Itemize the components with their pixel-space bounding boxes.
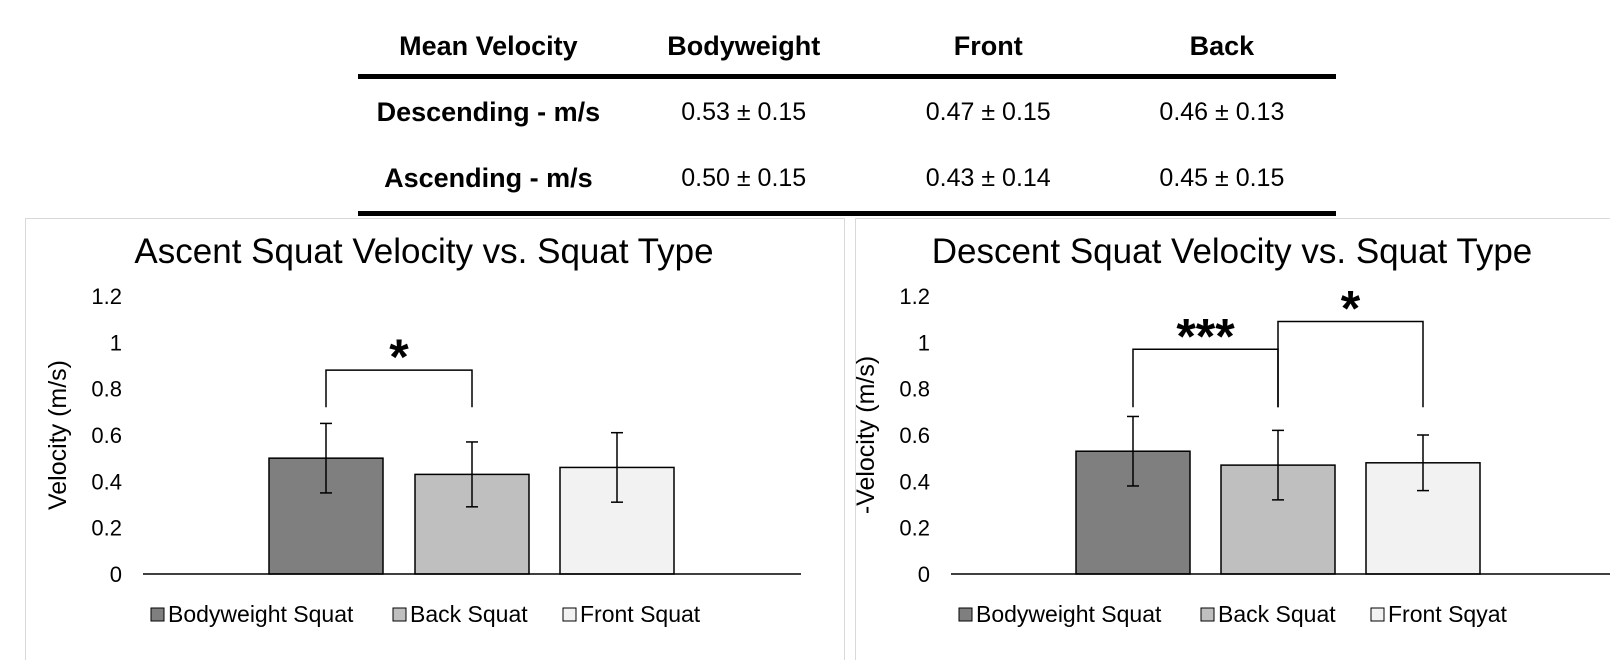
y-tick-label: 1.2 — [899, 284, 930, 309]
legend-label: Front Sqyat — [1388, 601, 1507, 627]
descent-velocity-chart: Descent Squat Velocity vs. Squat Type 0 0.… — [852, 232, 1610, 627]
legend-label: Back Squat — [1218, 601, 1336, 627]
table-cell: 0.53 ± 0.15 — [681, 97, 807, 126]
table-header-cell: Mean Velocity — [358, 18, 619, 79]
descent-chart-panel: Descent Squat Velocity vs. Squat Type 0 0.… — [852, 218, 1610, 660]
significance-label: *** — [1176, 308, 1235, 364]
table-header-row: Mean Velocity Bodyweight Front Back — [358, 18, 1336, 79]
table-row: Descending - m/s 0.53 ± 0.15 0.47 ± 0.15… — [358, 77, 1336, 146]
legend-label: Back Squat — [410, 601, 528, 627]
table-header-cell: Front — [868, 18, 1108, 79]
y-tick-label: 0.4 — [899, 469, 930, 494]
y-tick-label: 0.8 — [899, 377, 930, 402]
significance-label: * — [389, 329, 409, 385]
table-cell: 0.45 ± 0.15 — [1107, 145, 1336, 216]
legend-swatch — [958, 607, 973, 622]
significance-bracket — [1277, 320, 1424, 408]
table-row-label: Descending - m/s — [376, 96, 601, 127]
legend-label: Bodyweight Squat — [168, 601, 354, 627]
table-cell: 0.43 ± 0.14 — [868, 145, 1108, 216]
y-tick-label: 1 — [110, 330, 122, 355]
chart-title: Ascent Squat Velocity vs. Squat Type — [134, 232, 713, 271]
legend-label: Bodyweight Squat — [976, 601, 1162, 627]
y-tick-label: 1.2 — [91, 284, 122, 309]
legend-swatch — [150, 607, 165, 622]
y-tick-label: 0.8 — [91, 377, 122, 402]
significance-bracket — [325, 369, 473, 408]
ascent-velocity-chart: Ascent Squat Velocity vs. Squat Type 0 0.2… — [44, 232, 801, 627]
ascent-chart-panel: Ascent Squat Velocity vs. Squat Type 0 0.2… — [25, 218, 845, 660]
legend-label: Front Squat — [580, 601, 701, 627]
table-header-cell: Back — [1107, 18, 1336, 79]
y-tick-label: 1 — [918, 330, 930, 355]
significance-label: * — [1341, 280, 1361, 336]
y-tick-label: 0.6 — [899, 423, 930, 448]
y-axis-label: Velocity (m/s) — [44, 360, 72, 510]
legend-swatch — [392, 607, 407, 622]
table-cell: 0.46 ± 0.13 — [1159, 97, 1285, 126]
y-tick-label: 0.4 — [91, 469, 122, 494]
legend-swatch — [562, 607, 577, 622]
y-tick-label: 0.2 — [899, 516, 930, 541]
legend-swatch — [1200, 607, 1215, 622]
mean-velocity-table: Mean Velocity Bodyweight Front Back Desc… — [358, 18, 1336, 216]
y-tick-label: 0.2 — [91, 516, 122, 541]
y-tick-label: 0 — [918, 562, 930, 587]
table-row-label: Ascending - m/s — [358, 145, 619, 216]
y-tick-label: 0.6 — [91, 423, 122, 448]
table-row: Ascending - m/s 0.50 ± 0.15 0.43 ± 0.14 … — [358, 145, 1336, 216]
chart-title: Descent Squat Velocity vs. Squat Type — [932, 232, 1533, 271]
y-tick-label: 0 — [110, 562, 122, 587]
table-cell: 0.50 ± 0.15 — [618, 145, 869, 216]
table-header-cell: Bodyweight — [618, 18, 869, 79]
table-cell: 0.47 ± 0.15 — [925, 97, 1051, 126]
legend-swatch — [1370, 607, 1385, 622]
y-axis-label: -Velocity (m/s) — [856, 356, 880, 514]
